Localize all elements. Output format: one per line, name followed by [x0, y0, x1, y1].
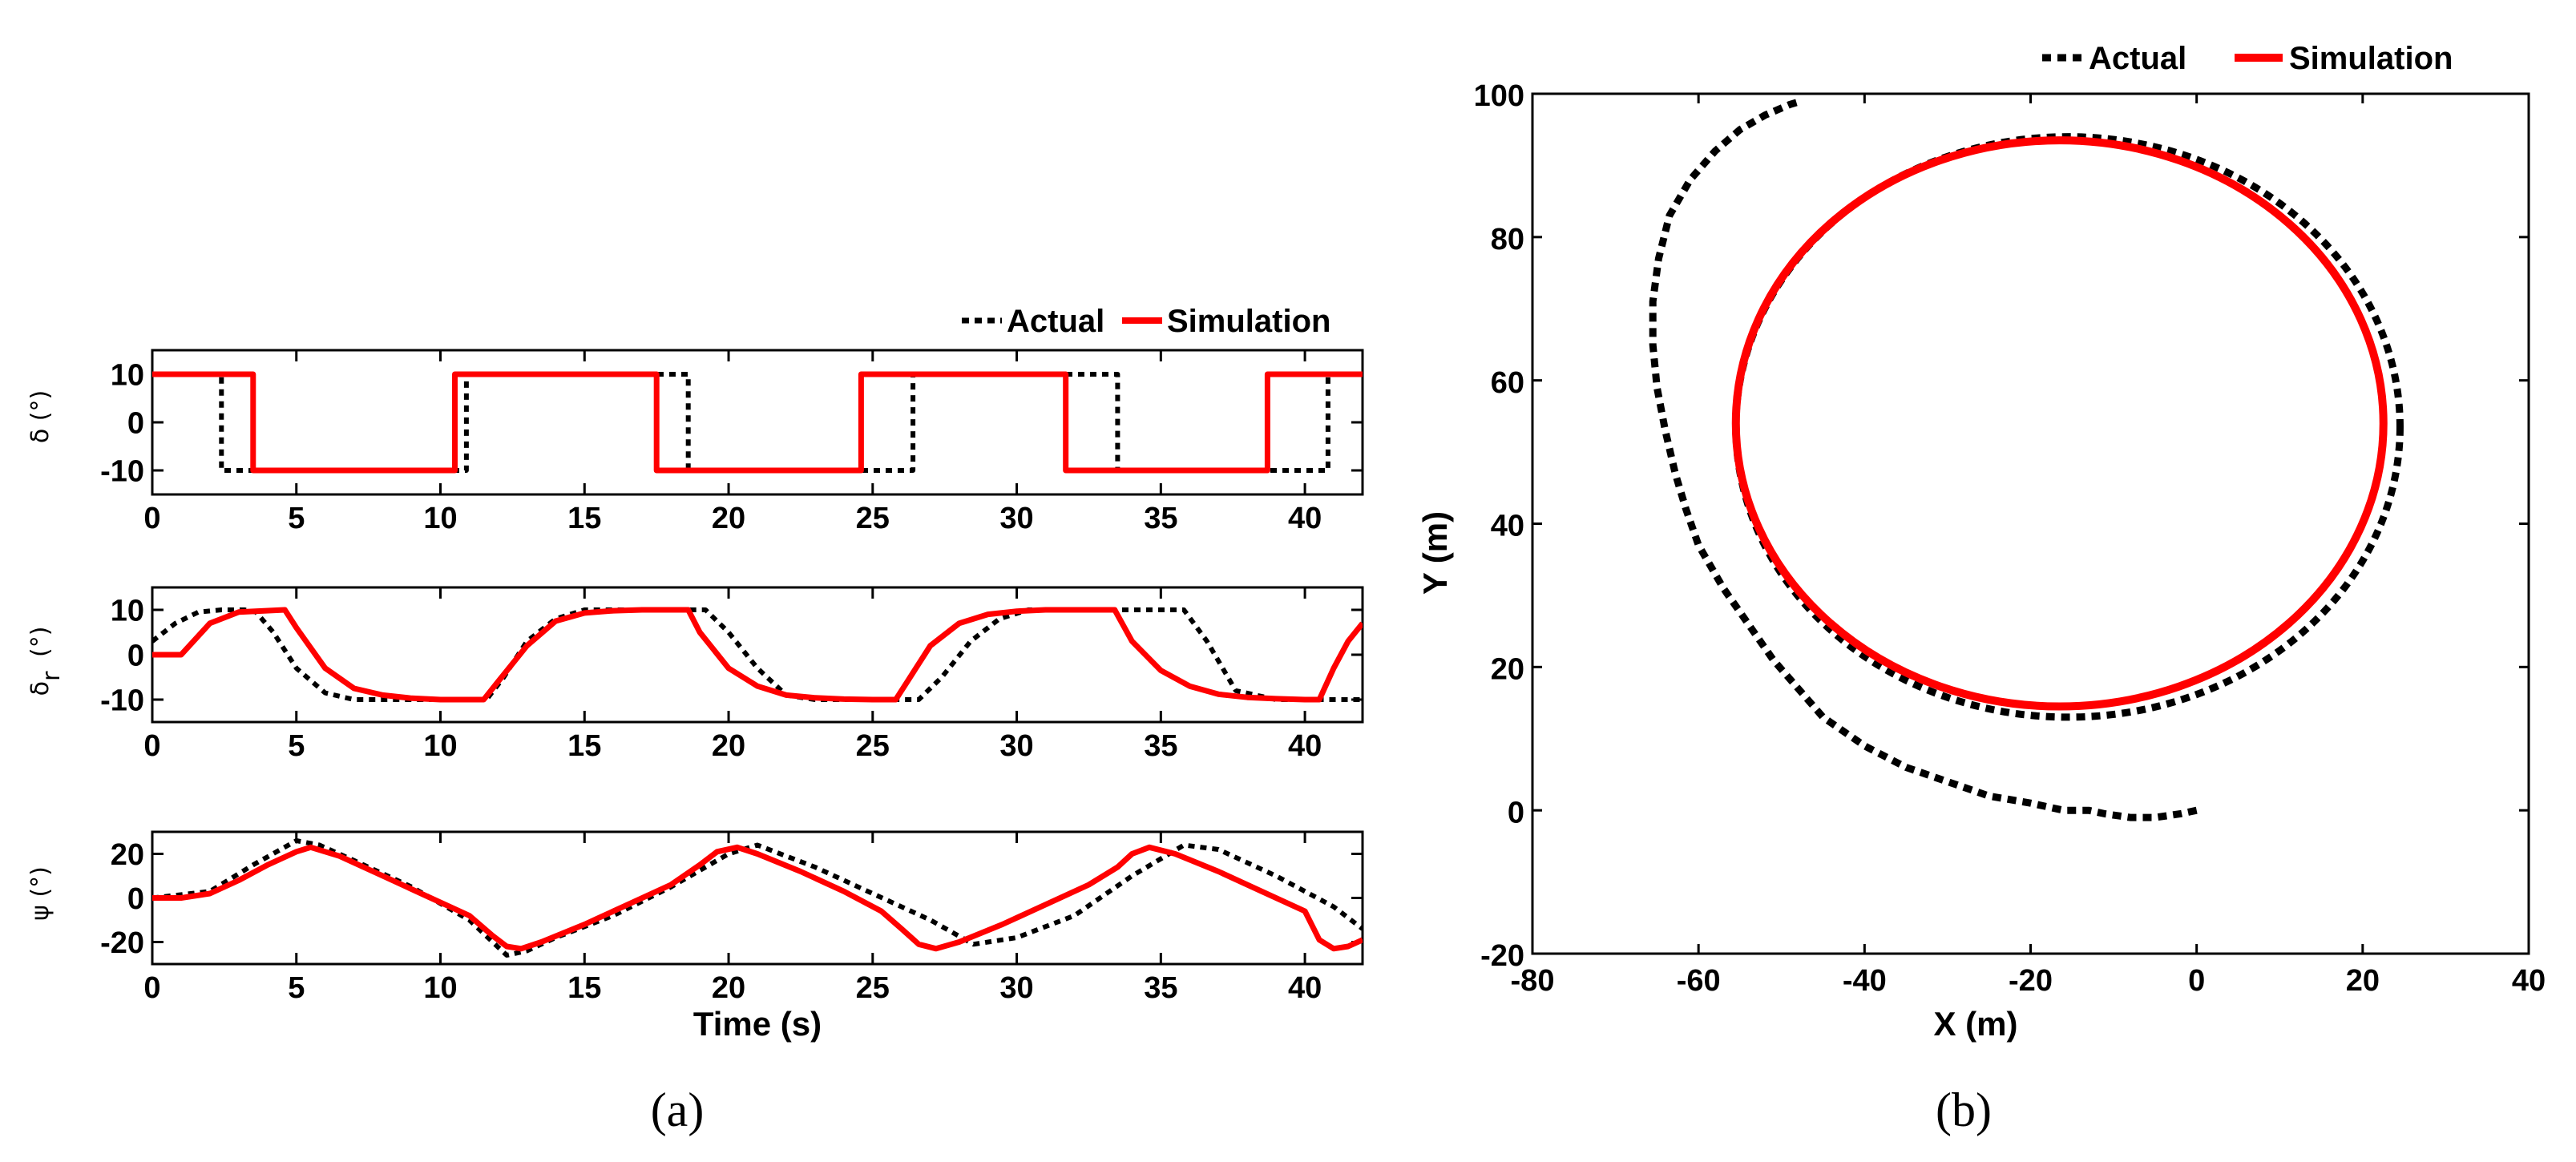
- psi-ytick-label: 0: [127, 882, 144, 916]
- delta-r-ylabel-unit: (°): [26, 627, 55, 657]
- trajectory-ytick-label: 60: [1491, 366, 1524, 400]
- psi-xtick-label: 40: [1288, 971, 1322, 1005]
- delta-r-ylabel-symbol: δ: [26, 681, 55, 696]
- delta_r-xtick-label: 40: [1288, 729, 1322, 763]
- caption-a: (a): [651, 1083, 705, 1136]
- delta-ylabel: δ (°): [26, 390, 55, 443]
- psi-plot-area: [152, 838, 1363, 958]
- trajectory-plot-area: [1649, 97, 2404, 821]
- delta_r-ytick-label: 0: [127, 640, 144, 673]
- trajectory-xtick-label: 0: [2188, 964, 2205, 998]
- delta-subplot: 0 5 10 15 20 25 30 35 40 -10 0 10: [100, 349, 1364, 535]
- delta_r-xtick-label: 25: [856, 729, 890, 763]
- legend-a: Actual Simulation: [962, 304, 1330, 339]
- trajectory-xtick-label: -60: [1677, 964, 1721, 998]
- caption-b: (b): [1936, 1083, 1992, 1136]
- trajectory-actual-line: [1649, 97, 2198, 821]
- delta_r-xtick-label: 0: [143, 729, 160, 763]
- trajectory-ytick-label: 20: [1491, 652, 1524, 686]
- trajectory-ytick-label: -20: [1480, 939, 1524, 973]
- legend-b: Actual Simulation: [2042, 41, 2453, 76]
- trajectory-xtick-label: -20: [2009, 964, 2053, 998]
- trajectory-xtick-label: -40: [1843, 964, 1887, 998]
- delta-xtick-label: 5: [288, 502, 305, 535]
- delta-plot-area: [152, 371, 1363, 474]
- time-xlabel: Time (s): [693, 1005, 822, 1043]
- delta_r-actual-line: [152, 607, 1363, 702]
- delta-r-ylabel-subscript: r: [38, 671, 66, 681]
- psi-simulation-line-1: [152, 844, 1363, 952]
- delta_r-xtick-label: 30: [999, 729, 1033, 763]
- psi-ylabel: ψ (°): [26, 866, 55, 921]
- psi-subplot: 0 5 10 15 20 25 30 35 40 -20 0 20: [100, 830, 1364, 1005]
- psi-ytick-label: 20: [111, 838, 144, 872]
- delta-actual-line: [152, 372, 1363, 473]
- trajectory-xtick-label: 20: [2346, 964, 2380, 998]
- delta_r-ytick-label: 10: [111, 595, 144, 628]
- delta-ytick-label: -10: [100, 455, 144, 489]
- delta-ytick-label: 0: [127, 407, 144, 441]
- delta-xtick-label: 10: [423, 502, 457, 535]
- delta_r-ytick-label: -10: [100, 684, 144, 718]
- delta-r-subplot: 0 5 10 15 20 25 30 35 40 -10 0 10: [100, 586, 1364, 763]
- delta_r-xtick-label: 5: [288, 729, 305, 763]
- trajectory-ytick-label: 40: [1491, 510, 1524, 543]
- trajectory-xtick-label: 40: [2512, 964, 2546, 998]
- delta_r-xtick-label: 15: [567, 729, 601, 763]
- psi-xtick-label: 20: [712, 971, 745, 1005]
- psi-xtick-label: 5: [288, 971, 305, 1005]
- delta_r-xtick-label: 10: [423, 729, 457, 763]
- psi-xtick-label: 10: [423, 971, 457, 1005]
- legend-b-actual-label: Actual: [2089, 41, 2186, 76]
- psi-xtick-label: 30: [999, 971, 1033, 1005]
- trajectory-ytick-label: 80: [1491, 223, 1524, 256]
- delta-xtick-label: 20: [712, 502, 745, 535]
- legend-b-simulation-label: Simulation: [2289, 41, 2453, 76]
- legend-a-simulation-label: Simulation: [1167, 304, 1330, 339]
- delta-ytick-label: 10: [111, 359, 144, 393]
- trajectory-ytick-label: 100: [1474, 79, 1524, 113]
- psi-actual-line: [152, 838, 1363, 958]
- psi-xtick-label: 35: [1144, 971, 1177, 1005]
- psi-ytick-label: -20: [100, 926, 144, 960]
- delta-xtick-label: 15: [567, 502, 601, 535]
- trajectory-simulation-line-2: [1731, 136, 2388, 711]
- psi-xtick-label: 0: [143, 971, 160, 1005]
- delta-xtick-label: 30: [999, 502, 1033, 535]
- psi-xtick-label: 15: [567, 971, 601, 1005]
- delta-xtick-label: 25: [856, 502, 890, 535]
- delta-xtick-label: 35: [1144, 502, 1177, 535]
- delta-simulation-line-1: [152, 371, 1363, 474]
- trajectory-xlabel: X (m): [1934, 1005, 2018, 1043]
- trajectory-xtick-label: -80: [1511, 964, 1555, 998]
- delta_r-plot-area: [152, 607, 1363, 703]
- delta-r-ylabel: δ r (°): [26, 627, 66, 696]
- delta_r-xtick-label: 20: [712, 729, 745, 763]
- delta-xtick-label: 0: [143, 502, 160, 535]
- delta_r-simulation-line-1: [152, 607, 1363, 703]
- trajectory-ytick-label: 0: [1508, 796, 1524, 829]
- delta_r-xtick-label: 35: [1144, 729, 1177, 763]
- psi-xtick-label: 25: [856, 971, 890, 1005]
- trajectory-plot: -80 -60 -40 -20 0 20 40 -20 0 20 40 60 80 100: [1474, 79, 2546, 998]
- legend-a-actual-label: Actual: [1007, 304, 1104, 339]
- trajectory-ylabel: Y (m): [1416, 511, 1454, 595]
- delta-xtick-label: 40: [1288, 502, 1322, 535]
- delta_r-axes-frame: [151, 586, 1364, 724]
